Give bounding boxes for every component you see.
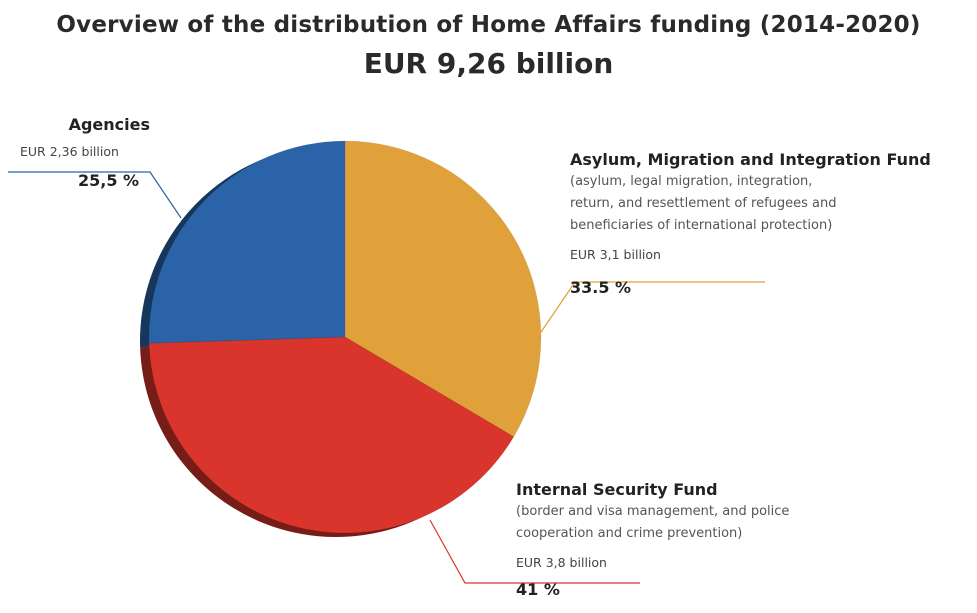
leader-line-agencies bbox=[8, 171, 182, 219]
pie-slice-security bbox=[148, 336, 515, 534]
pie-slice-agencies bbox=[148, 140, 346, 344]
slice-amount-agencies: EUR 2,36 billion bbox=[20, 144, 119, 159]
slice-name-security: Internal Security Fund bbox=[516, 480, 718, 499]
slice-description-line: return, and resettlement of refugees and bbox=[570, 196, 837, 211]
label-agencies: Agencies EUR 2,36 billion 25,5 % bbox=[20, 115, 160, 190]
slice-percent-asylum: 33.5 % bbox=[570, 278, 632, 297]
slice-description-asylum: (asylum, legal migration, integration, r… bbox=[570, 171, 970, 237]
pie-slice-asylum bbox=[344, 140, 542, 438]
slice-description-line: beneficiaries of international protectio… bbox=[570, 218, 833, 233]
slice-description-line: cooperation and crime prevention) bbox=[516, 526, 743, 541]
slice-percent-security: 41 % bbox=[516, 580, 560, 599]
slice-description-security: (border and visa management, and police … bbox=[516, 501, 916, 545]
slice-description-line: (border and visa management, and police bbox=[516, 504, 790, 519]
slice-name-asylum: Asylum, Migration and Integration Fund bbox=[570, 150, 931, 169]
slice-amount-asylum: EUR 3,1 billion bbox=[570, 247, 661, 262]
leader-line-asylum bbox=[536, 281, 765, 339]
label-security: Internal Security Fund (border and visa … bbox=[516, 480, 916, 599]
chart-total: EUR 9,26 billion bbox=[363, 47, 614, 80]
slice-name-agencies: Agencies bbox=[68, 115, 150, 134]
label-asylum: Asylum, Migration and Integration Fund (… bbox=[570, 150, 970, 297]
slice-description-line: (asylum, legal migration, integration, bbox=[570, 174, 813, 189]
leader-line-security bbox=[429, 519, 640, 584]
leader-lines-group bbox=[8, 171, 765, 584]
slice-amount-security: EUR 3,8 billion bbox=[516, 555, 607, 570]
pie-slices-group bbox=[148, 140, 542, 534]
slice-percent-agencies: 25,5 % bbox=[78, 171, 140, 190]
chart-title: Overview of the distribution of Home Aff… bbox=[56, 12, 921, 38]
